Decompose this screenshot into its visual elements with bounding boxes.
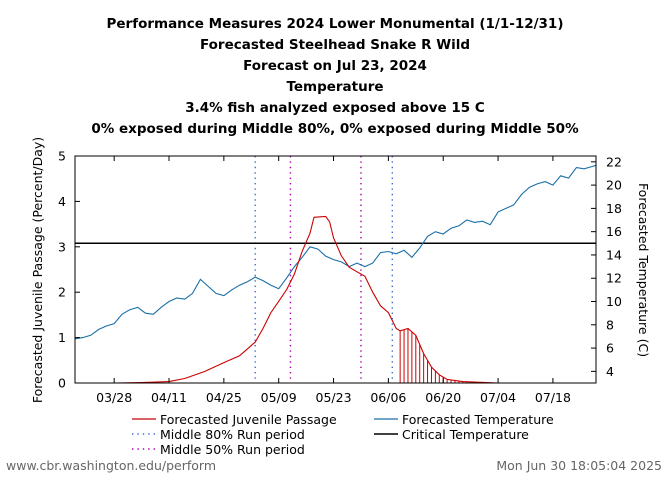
y-tick-label: 4 [58,194,66,209]
x-tick-label: 03/28 [96,390,132,405]
legend-label-temperature: Forecasted Temperature [402,412,554,427]
y2-tick-label: 18 [606,201,622,216]
legend-label-critical-temperature: Critical Temperature [402,427,529,442]
y2-tick-label: 10 [606,294,622,309]
legend-item-temperature: Forecasted Temperature [374,412,554,427]
y2-tick-label: 12 [606,271,622,286]
footer-timestamp: Mon Jun 30 18:05:04 2025 [496,458,662,473]
y2-tick-label: 20 [606,178,622,193]
x-tick-label: 07/18 [535,390,571,405]
chart-title-line-1: Performance Measures 2024 Lower Monument… [106,16,563,32]
legend-label-middle-80: Middle 80% Run period [160,427,305,442]
legend-item-passage: Forecasted Juvenile Passage [132,412,337,427]
chart-title-line-3: Forecast on Jul 23, 2024 [243,58,427,74]
y2-tick-label: 8 [606,317,614,332]
x-tick-label: 05/09 [261,390,297,405]
x-tick-label: 07/04 [480,390,516,405]
chart-title-line-4: Temperature [286,79,383,95]
legend-item-middle-50: Middle 50% Run period [132,442,305,457]
y-tick-label: 0 [58,376,66,391]
y2-tick-label: 6 [606,341,614,356]
y2-tick-label: 4 [606,364,614,379]
legend-item-middle-80: Middle 80% Run period [132,427,305,442]
chart-title-line-2: Forecasted Steelhead Snake R Wild [200,37,470,53]
legend-item-critical-temperature: Critical Temperature [374,427,529,442]
y2-tick-label: 14 [606,247,622,262]
x-tick-label: 05/23 [316,390,352,405]
legend-label-passage: Forecasted Juvenile Passage [160,412,337,427]
y-tick-label: 1 [58,330,66,345]
legend-label-middle-50: Middle 50% Run period [160,442,305,457]
y2-axis-label: Forecasted Temperature (C) [636,183,651,357]
x-tick-label: 06/20 [425,390,461,405]
chart-title-line-5: 3.4% fish analyzed exposed above 15 C [185,100,485,116]
x-tick-label: 04/11 [151,390,187,405]
y-tick-label: 3 [58,239,66,254]
y-tick-label: 5 [58,149,66,164]
y2-tick-label: 22 [606,154,622,169]
legend: Forecasted Juvenile Passage Forecasted T… [132,412,554,457]
chart-title-block: Performance Measures 2024 Lower Monument… [91,16,579,137]
y-axis-label: Forecasted Juvenile Passage (Percent/Day… [30,137,45,403]
y2-tick-label: 16 [606,224,622,239]
plot-frame [74,155,597,384]
series-line-passage [75,215,499,384]
exposure-shading [399,328,495,383]
series-line-temperature [74,164,597,340]
y-tick-label: 2 [58,285,66,300]
chart-title-line-6: 0% exposed during Middle 80%, 0% exposed… [91,121,579,137]
x-tick-label: 06/06 [370,390,406,405]
footer-url: www.cbr.washington.edu/perform [6,458,216,473]
x-tick-label: 04/25 [206,390,242,405]
